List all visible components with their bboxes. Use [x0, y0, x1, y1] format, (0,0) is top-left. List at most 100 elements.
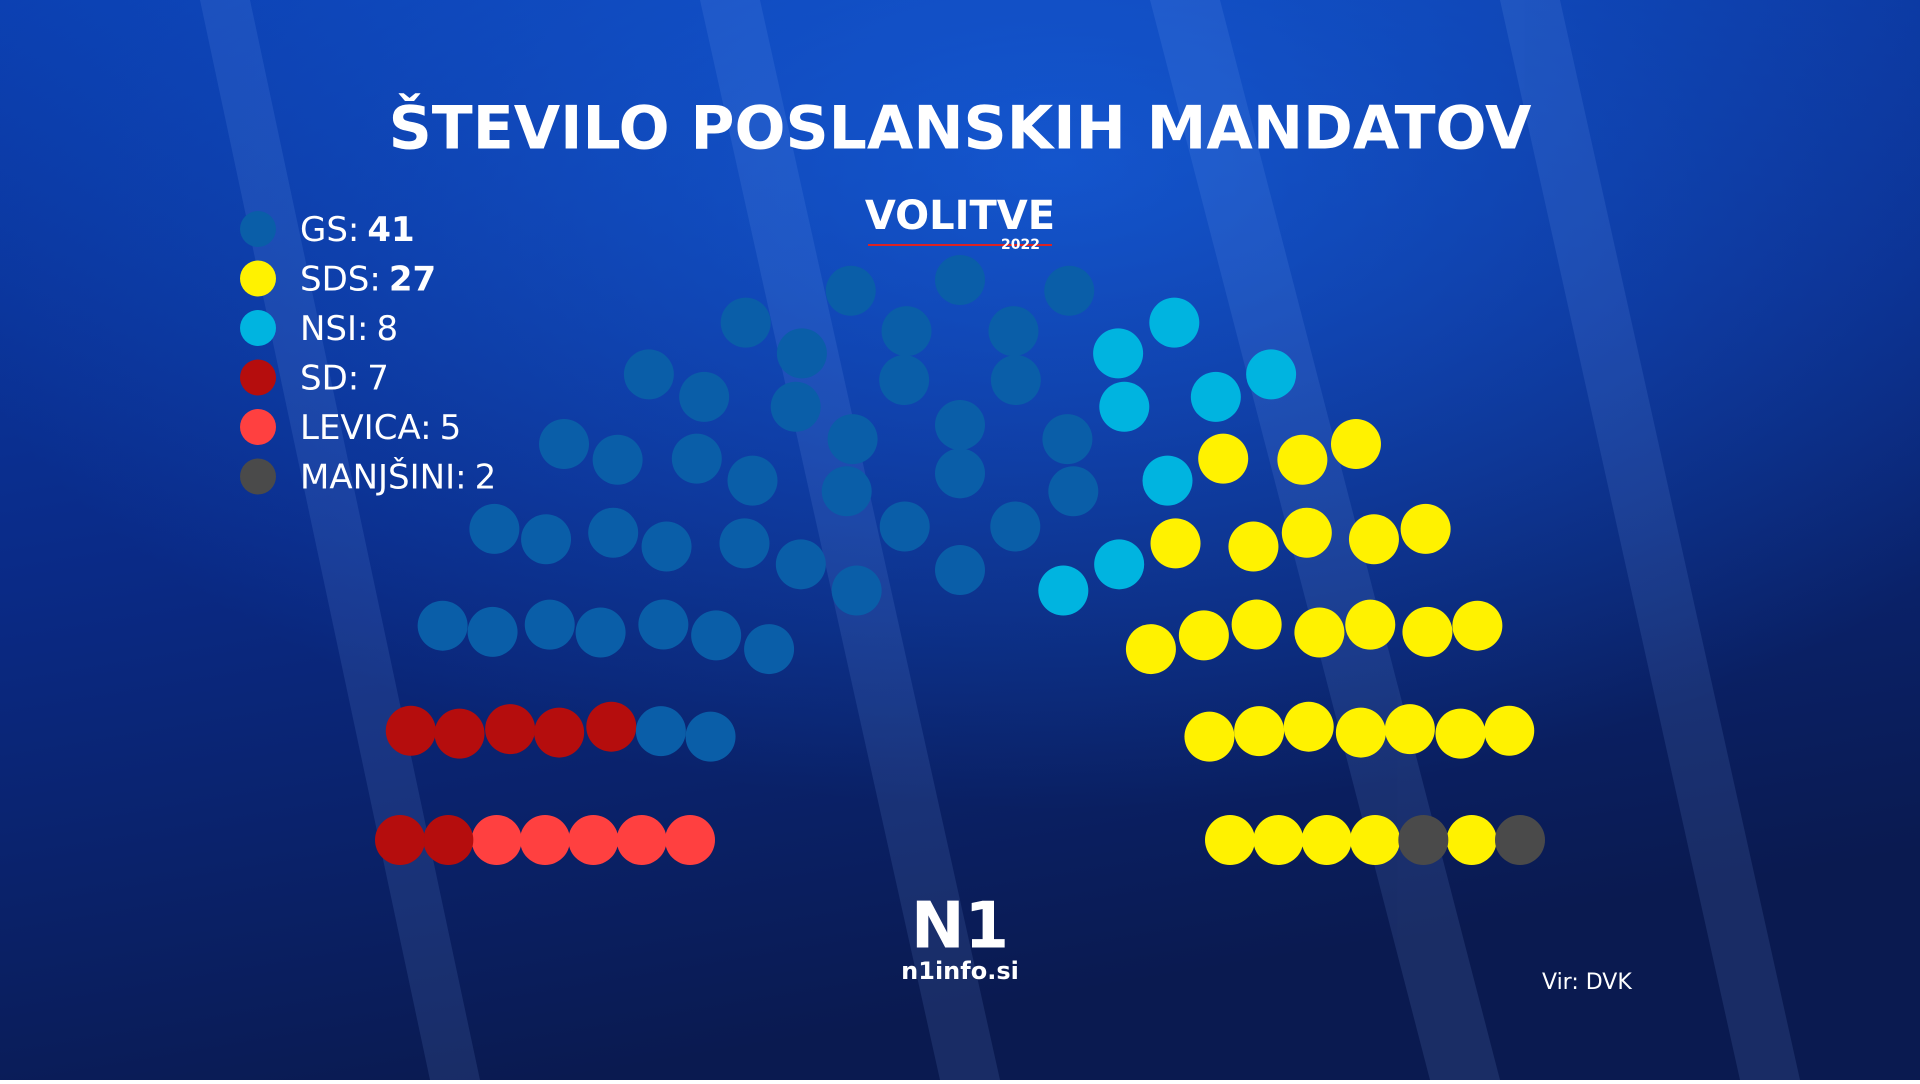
seat: [879, 501, 930, 552]
seat: [935, 545, 985, 595]
seat: [1402, 606, 1453, 657]
legend-swatch: [240, 211, 276, 247]
legend-value: 41: [367, 210, 414, 250]
seat: [881, 306, 932, 357]
seat: [471, 815, 522, 865]
legend-name: SD:: [300, 358, 359, 398]
legend-value: 7: [367, 358, 389, 398]
seat: [1190, 371, 1241, 422]
seat: [1345, 599, 1396, 650]
seat: [485, 704, 536, 755]
seat: [469, 503, 520, 554]
seat: [685, 711, 736, 762]
seat: [588, 507, 639, 558]
seat: [1094, 539, 1145, 590]
seat: [1348, 514, 1399, 565]
seat: [719, 518, 770, 569]
seat: [879, 355, 930, 406]
seat: [586, 701, 637, 752]
seat: [1099, 381, 1150, 432]
seat: [1277, 434, 1328, 485]
seat: [727, 455, 778, 506]
seat: [1335, 707, 1386, 758]
seat: [831, 565, 882, 616]
seat: [641, 521, 692, 572]
legend-swatch: [240, 409, 276, 445]
seat: [616, 815, 667, 865]
seat: [1283, 701, 1334, 752]
n1-logo: N1 n1info.si: [901, 890, 1019, 985]
source: Vir: DVK: [1542, 970, 1632, 995]
logo-name: VOLITVE: [865, 193, 1055, 239]
legend-value: 2: [475, 457, 497, 497]
seat: [1231, 599, 1282, 650]
brand-site: n1info.si: [901, 957, 1019, 985]
legend-swatch: [240, 458, 276, 495]
seat: [1330, 419, 1381, 470]
seat: [1038, 565, 1089, 616]
seat: [935, 448, 985, 499]
seat: [1042, 414, 1093, 465]
seat: [1228, 521, 1279, 572]
seat: [1044, 265, 1095, 316]
seat: [521, 514, 572, 565]
seat: [720, 297, 771, 348]
legend-value: 27: [389, 259, 436, 299]
seat: [635, 706, 686, 757]
seat: [827, 414, 878, 465]
seat: [1125, 624, 1176, 675]
seat: [1253, 815, 1304, 865]
legend-label: SD: 7: [300, 358, 389, 398]
seat: [990, 501, 1041, 552]
seat: [1384, 704, 1435, 755]
seat: [524, 599, 575, 650]
legend-label: NSI: 8: [300, 309, 398, 349]
seat: [825, 265, 876, 316]
seat: [1184, 711, 1235, 762]
seat: [1198, 433, 1249, 484]
seat: [821, 466, 872, 517]
legend-label: GS: 41: [300, 210, 415, 250]
seat: [776, 328, 827, 379]
seat: [1452, 600, 1503, 651]
seat: [1400, 503, 1451, 554]
seat: [423, 815, 474, 865]
seat: [375, 815, 425, 865]
seat: [1484, 705, 1535, 756]
seat: [539, 419, 590, 470]
seat: [385, 705, 436, 756]
seat: [575, 607, 626, 658]
legend-name: SDS:: [300, 259, 381, 299]
seat: [592, 434, 643, 485]
seat: [1446, 815, 1497, 865]
legend-label: SDS: 27: [300, 259, 436, 299]
legend-name: NSI:: [300, 309, 369, 349]
chart-title: ŠTEVILO POSLANSKIH MANDATOV: [389, 93, 1532, 164]
volitve-logo: VOLITVE 2022: [865, 193, 1055, 253]
legend-name: GS:: [300, 210, 359, 250]
legend-swatch: [240, 260, 276, 297]
seat: [434, 708, 485, 759]
seat: [1495, 815, 1545, 865]
seat: [1205, 815, 1255, 865]
seat: [671, 433, 722, 484]
seat: [1281, 507, 1332, 558]
seat: [1142, 455, 1193, 506]
legend-label: LEVICA: 5: [300, 408, 461, 448]
seat: [1178, 610, 1229, 661]
seat: [691, 610, 742, 661]
seat: [1301, 815, 1352, 865]
legend-value: 5: [440, 408, 462, 448]
seat: [770, 381, 821, 432]
seat: [534, 707, 585, 758]
seat: [1246, 349, 1297, 400]
legend-name: LEVICA:: [300, 408, 432, 448]
seat: [1149, 297, 1200, 348]
seat: [775, 539, 826, 590]
seat: [1350, 815, 1400, 865]
seat: [1150, 518, 1201, 569]
seat: [1435, 708, 1486, 759]
seat: [990, 355, 1041, 406]
seat: [1093, 328, 1144, 379]
